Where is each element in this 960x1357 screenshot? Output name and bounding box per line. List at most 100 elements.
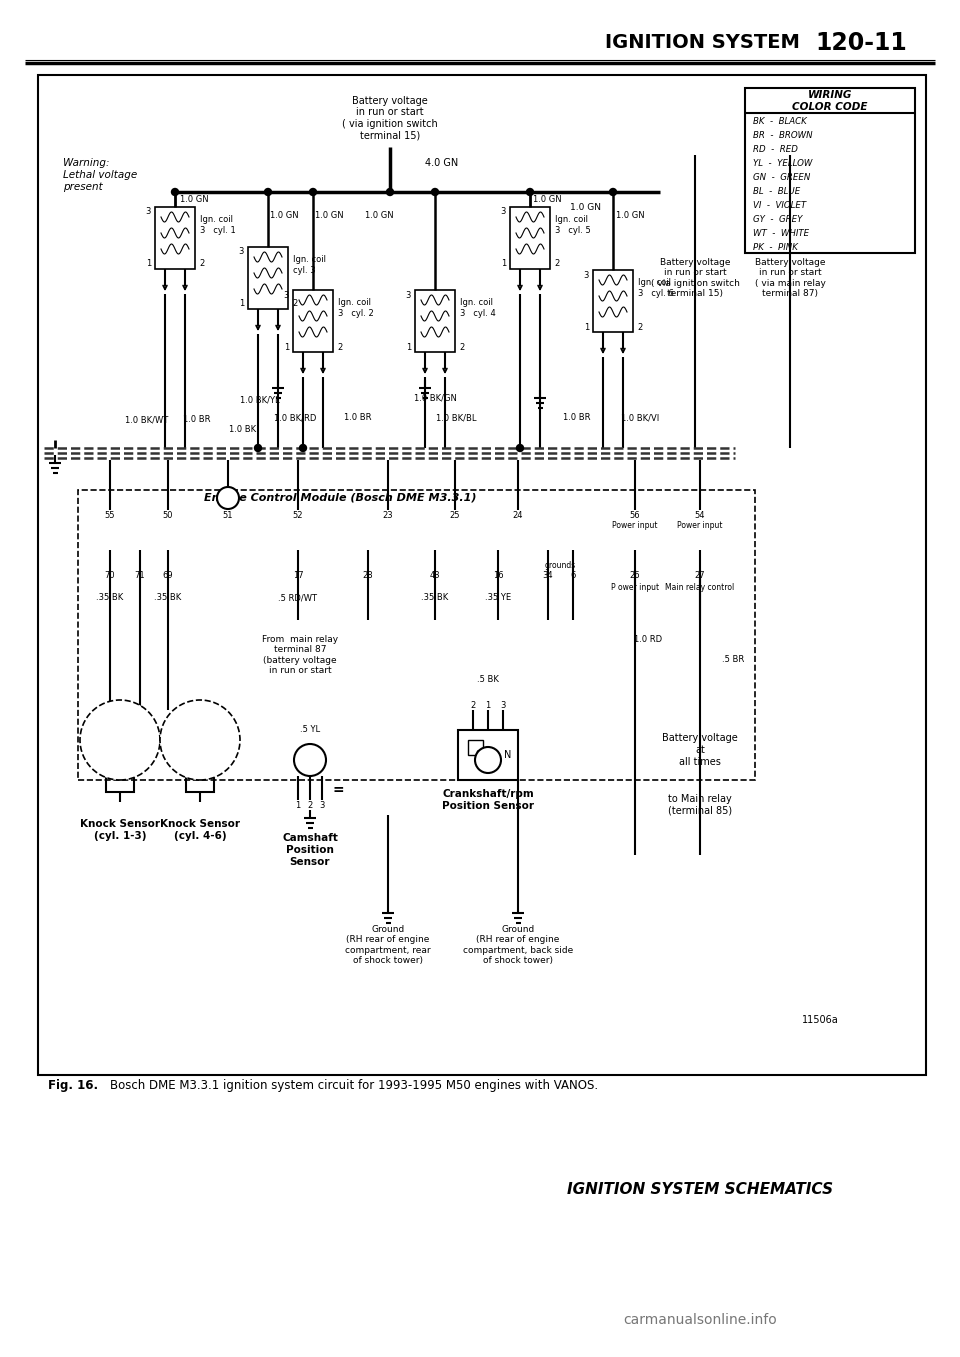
Text: .5 RD/WT: .5 RD/WT: [278, 593, 318, 603]
Text: 1.0 BK/YL: 1.0 BK/YL: [240, 395, 279, 404]
Text: 16: 16: [492, 571, 503, 581]
Bar: [293, 290, 333, 351]
Text: Battery voltage
in run or start
( via ignition switch
terminal 15): Battery voltage in run or start ( via ig…: [651, 258, 739, 299]
Text: 1.0 BK/RD: 1.0 BK/RD: [274, 414, 316, 422]
Text: Battery voltage
at
all times: Battery voltage at all times: [662, 733, 738, 767]
Text: carmanualsonline.info: carmanualsonline.info: [623, 1314, 777, 1327]
Text: 1.0 BR: 1.0 BR: [183, 415, 211, 425]
Bar: [106, 769, 134, 792]
Text: K: K: [224, 493, 232, 503]
Text: 28: 28: [363, 571, 373, 581]
Circle shape: [300, 445, 306, 452]
Text: BL  -  BLUE: BL - BLUE: [753, 187, 801, 197]
Text: Ign. coil
3   cyl. 1: Ign. coil 3 cyl. 1: [200, 216, 236, 235]
Text: 1.0 GN: 1.0 GN: [616, 210, 644, 220]
Text: 1.0 GN: 1.0 GN: [180, 195, 208, 205]
Circle shape: [265, 189, 272, 195]
Text: 1: 1: [284, 342, 289, 351]
Text: 27: 27: [695, 571, 706, 581]
Bar: [248, 247, 288, 309]
Text: .5 BR: .5 BR: [722, 655, 744, 665]
Text: 11506a: 11506a: [802, 1015, 838, 1025]
Circle shape: [160, 700, 240, 780]
Circle shape: [172, 189, 179, 195]
Text: 1.0 BR: 1.0 BR: [564, 414, 590, 422]
Text: 4.0 GN: 4.0 GN: [425, 157, 458, 168]
Text: 1.0 BK/BL: 1.0 BK/BL: [436, 414, 476, 422]
Text: Battery voltage
in run or start
( via main relay
terminal 87): Battery voltage in run or start ( via ma…: [755, 258, 826, 299]
Text: Power input: Power input: [677, 521, 723, 529]
Text: 1: 1: [239, 300, 244, 308]
Text: WT  -  WHITE: WT - WHITE: [753, 229, 809, 239]
Text: 1: 1: [584, 323, 589, 331]
Bar: [458, 730, 518, 780]
Text: 51: 51: [223, 510, 233, 520]
Text: 1.0 BK/WT: 1.0 BK/WT: [126, 415, 169, 425]
Text: 34: 34: [542, 571, 553, 581]
Text: RD  -  RED: RD - RED: [753, 145, 798, 155]
Text: 3: 3: [320, 801, 324, 810]
Text: PK  -  PINK: PK - PINK: [753, 243, 798, 252]
Text: 54: 54: [695, 510, 706, 520]
Text: 55: 55: [105, 510, 115, 520]
Text: 3: 3: [500, 700, 506, 710]
Text: Ground
(RH rear of engine
compartment, rear
of shock tower): Ground (RH rear of engine compartment, r…: [346, 925, 431, 965]
Text: .35 BK: .35 BK: [421, 593, 448, 603]
Text: Ground
(RH rear of engine
compartment, back side
of shock tower): Ground (RH rear of engine compartment, b…: [463, 925, 573, 965]
Text: 23: 23: [383, 510, 394, 520]
Text: 120-11: 120-11: [815, 31, 907, 56]
Text: Knock Sensor
(cyl. 1-3): Knock Sensor (cyl. 1-3): [80, 820, 160, 841]
Text: 3: 3: [406, 290, 411, 300]
Text: 17: 17: [293, 571, 303, 581]
Text: Camshaft
Position
Sensor: Camshaft Position Sensor: [282, 833, 338, 867]
Text: BK  -  BLACK: BK - BLACK: [753, 118, 806, 126]
Text: VI  -  VIOLET: VI - VIOLET: [753, 201, 806, 210]
Text: Fig. 16.: Fig. 16.: [48, 1079, 98, 1091]
Text: 1: 1: [146, 259, 151, 269]
Text: 1.0 BK/GN: 1.0 BK/GN: [414, 394, 456, 403]
Text: N: N: [504, 750, 512, 760]
Text: 2: 2: [337, 342, 343, 351]
Text: Ign. coil
3   cyl. 2: Ign. coil 3 cyl. 2: [338, 299, 373, 318]
Text: 1.0 GN: 1.0 GN: [570, 202, 601, 212]
Bar: [415, 290, 455, 351]
Text: 3: 3: [146, 208, 151, 217]
Bar: [745, 88, 915, 252]
Text: 3: 3: [500, 208, 506, 217]
Text: 1.0 BR: 1.0 BR: [345, 414, 372, 422]
Text: 6: 6: [570, 571, 576, 581]
Text: =: =: [332, 783, 344, 797]
Text: 2: 2: [637, 323, 642, 331]
Text: 2: 2: [199, 259, 204, 269]
Bar: [78, 490, 755, 780]
Text: 52: 52: [293, 510, 303, 520]
Circle shape: [217, 487, 239, 509]
Text: Ign. coil
3   cyl. 4: Ign. coil 3 cyl. 4: [460, 299, 495, 318]
Circle shape: [431, 189, 439, 195]
Text: 26: 26: [630, 571, 640, 581]
Text: 2: 2: [292, 300, 298, 308]
Circle shape: [309, 189, 317, 195]
Text: 56: 56: [630, 510, 640, 520]
Text: 1: 1: [486, 700, 491, 710]
Text: 2: 2: [554, 259, 560, 269]
Text: 70: 70: [105, 571, 115, 581]
Text: 3: 3: [239, 247, 244, 256]
Text: WIRING
COLOR CODE: WIRING COLOR CODE: [792, 90, 868, 111]
Text: Crankshaft/rpm
Position Sensor: Crankshaft/rpm Position Sensor: [442, 790, 534, 810]
Circle shape: [80, 700, 160, 780]
Text: 1: 1: [296, 801, 300, 810]
Text: 1.0 GN: 1.0 GN: [270, 210, 299, 220]
Bar: [186, 769, 214, 792]
Text: 1.0 GN: 1.0 GN: [365, 210, 394, 220]
Text: S: S: [475, 750, 481, 760]
Text: From  main relay
terminal 87
(battery voltage
in run or start: From main relay terminal 87 (battery vol…: [262, 635, 338, 674]
Text: .35 YE: .35 YE: [485, 593, 511, 603]
Text: Power input: Power input: [612, 521, 658, 529]
Bar: [155, 208, 195, 269]
Text: .35 BK: .35 BK: [155, 593, 181, 603]
Text: 71: 71: [134, 571, 145, 581]
Circle shape: [475, 746, 501, 773]
Text: Ign. coil
3   cyl. 5: Ign. coil 3 cyl. 5: [555, 216, 590, 235]
Text: 1.0 GN: 1.0 GN: [315, 210, 344, 220]
